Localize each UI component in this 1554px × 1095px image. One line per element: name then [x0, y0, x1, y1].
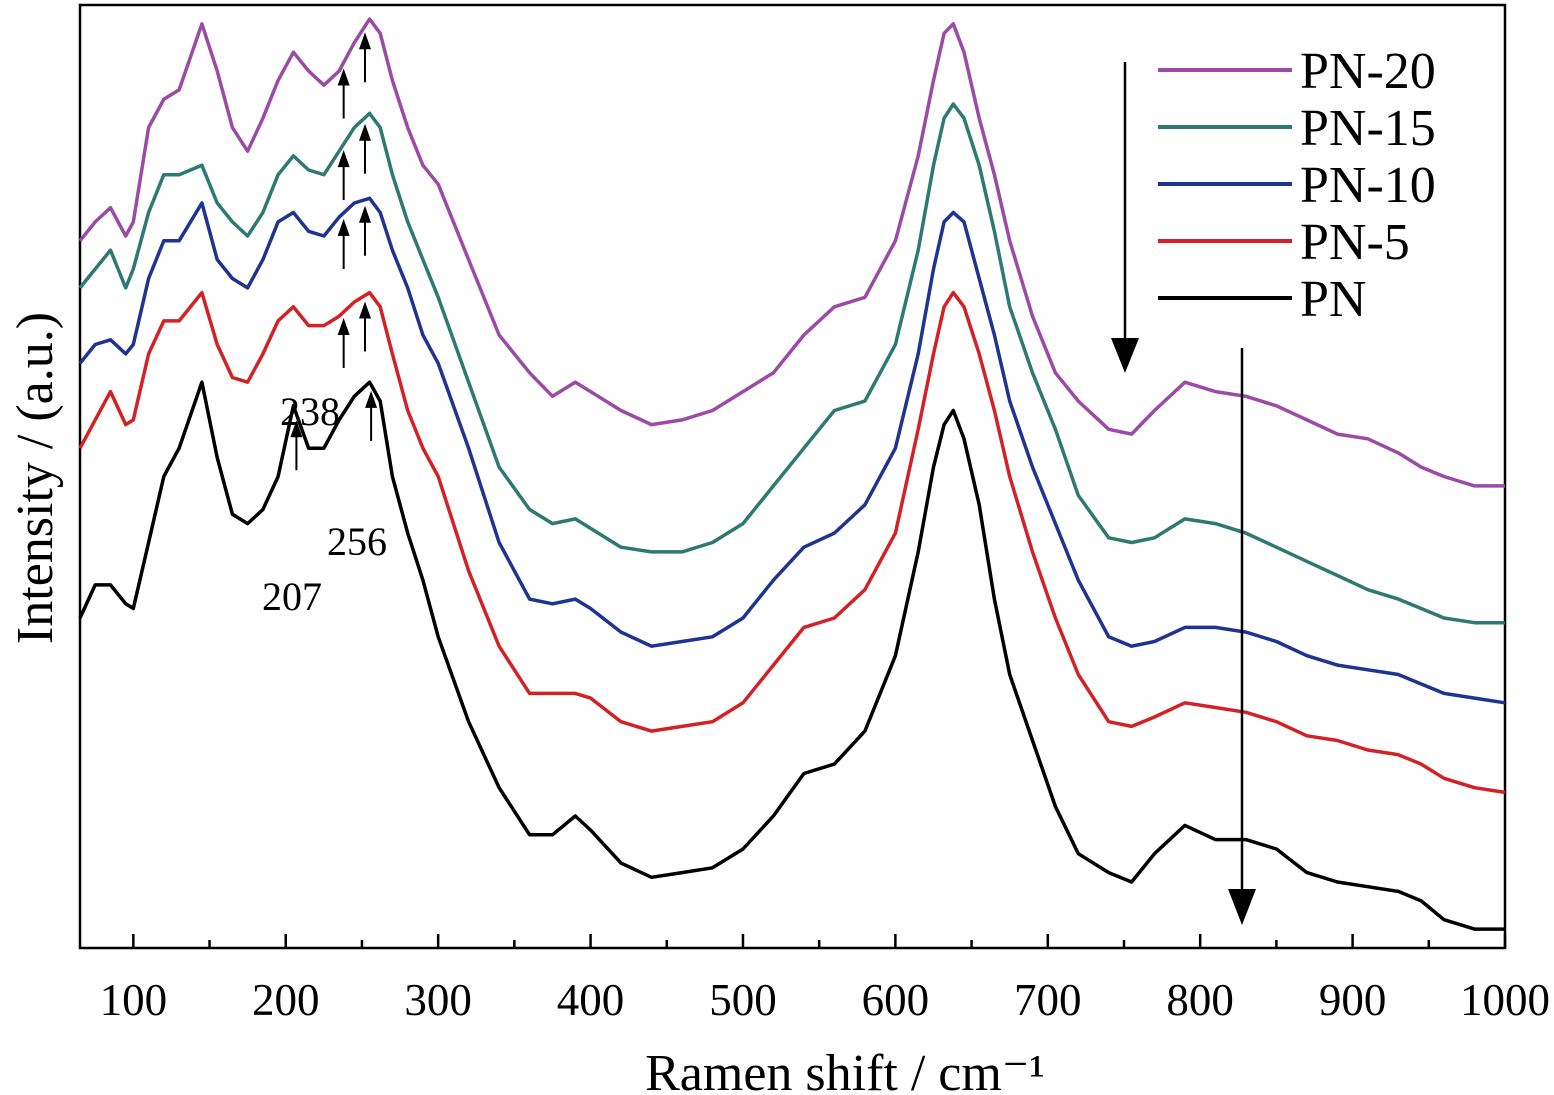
- x-tick-label: 800: [1166, 975, 1234, 1025]
- series-line-pn: [78, 380, 1505, 931]
- trend-arrows: [1111, 62, 1256, 925]
- x-tick-label: 500: [709, 975, 777, 1025]
- peak-arrowhead: [337, 150, 350, 168]
- annotations: 207 238 256: [262, 32, 387, 619]
- peak-label-238: 238: [280, 389, 340, 434]
- x-tick-label: 600: [862, 975, 930, 1025]
- x-tick-label: 100: [100, 975, 168, 1025]
- pn-trend-arrowhead: [1228, 889, 1256, 925]
- peak-arrowhead: [337, 317, 350, 335]
- x-tick-label: 1000: [1460, 975, 1550, 1025]
- plot-frame: [78, 3, 1507, 950]
- legend-trend-arrowhead: [1111, 338, 1139, 373]
- peak-arrowhead: [365, 390, 378, 408]
- series-line-pn-5: [78, 290, 1506, 795]
- peak-arrowhead: [359, 32, 371, 50]
- y-axis-title: Intensity / (a.u.): [7, 312, 64, 644]
- x-tick-label: 300: [404, 975, 472, 1025]
- peak-label-256: 256: [327, 519, 387, 564]
- x-tick-label: 200: [252, 975, 320, 1025]
- peak-arrowhead: [337, 218, 350, 236]
- peak-arrowhead: [359, 123, 371, 141]
- legend-label: PN-15: [1300, 100, 1436, 157]
- peak-arrowhead: [290, 420, 303, 438]
- peak-arrowhead: [337, 68, 350, 86]
- series-line-pn-15: [78, 102, 1505, 625]
- x-tick-label: 700: [1014, 975, 1082, 1025]
- x-axis-ticks: 100 200 300 400 500 600 700 800 900 1000: [100, 934, 1550, 1025]
- peak-arrowhead: [359, 205, 371, 223]
- series-layer: [78, 17, 1506, 931]
- x-axis-title: Ramen shift / cm⁻¹: [645, 1045, 1045, 1095]
- legend-label: PN: [1300, 271, 1366, 328]
- legend-label: PN-5: [1300, 214, 1410, 271]
- peak-arrowhead: [359, 301, 371, 319]
- x-tick-label: 900: [1319, 975, 1387, 1025]
- legend-label: PN-10: [1300, 157, 1436, 214]
- x-tick-label: 400: [557, 975, 625, 1025]
- peak-label-207: 207: [262, 574, 322, 619]
- legend-label: PN-20: [1300, 43, 1436, 100]
- series-line-pn-20: [78, 17, 1505, 488]
- series-line-pn-10: [78, 196, 1506, 705]
